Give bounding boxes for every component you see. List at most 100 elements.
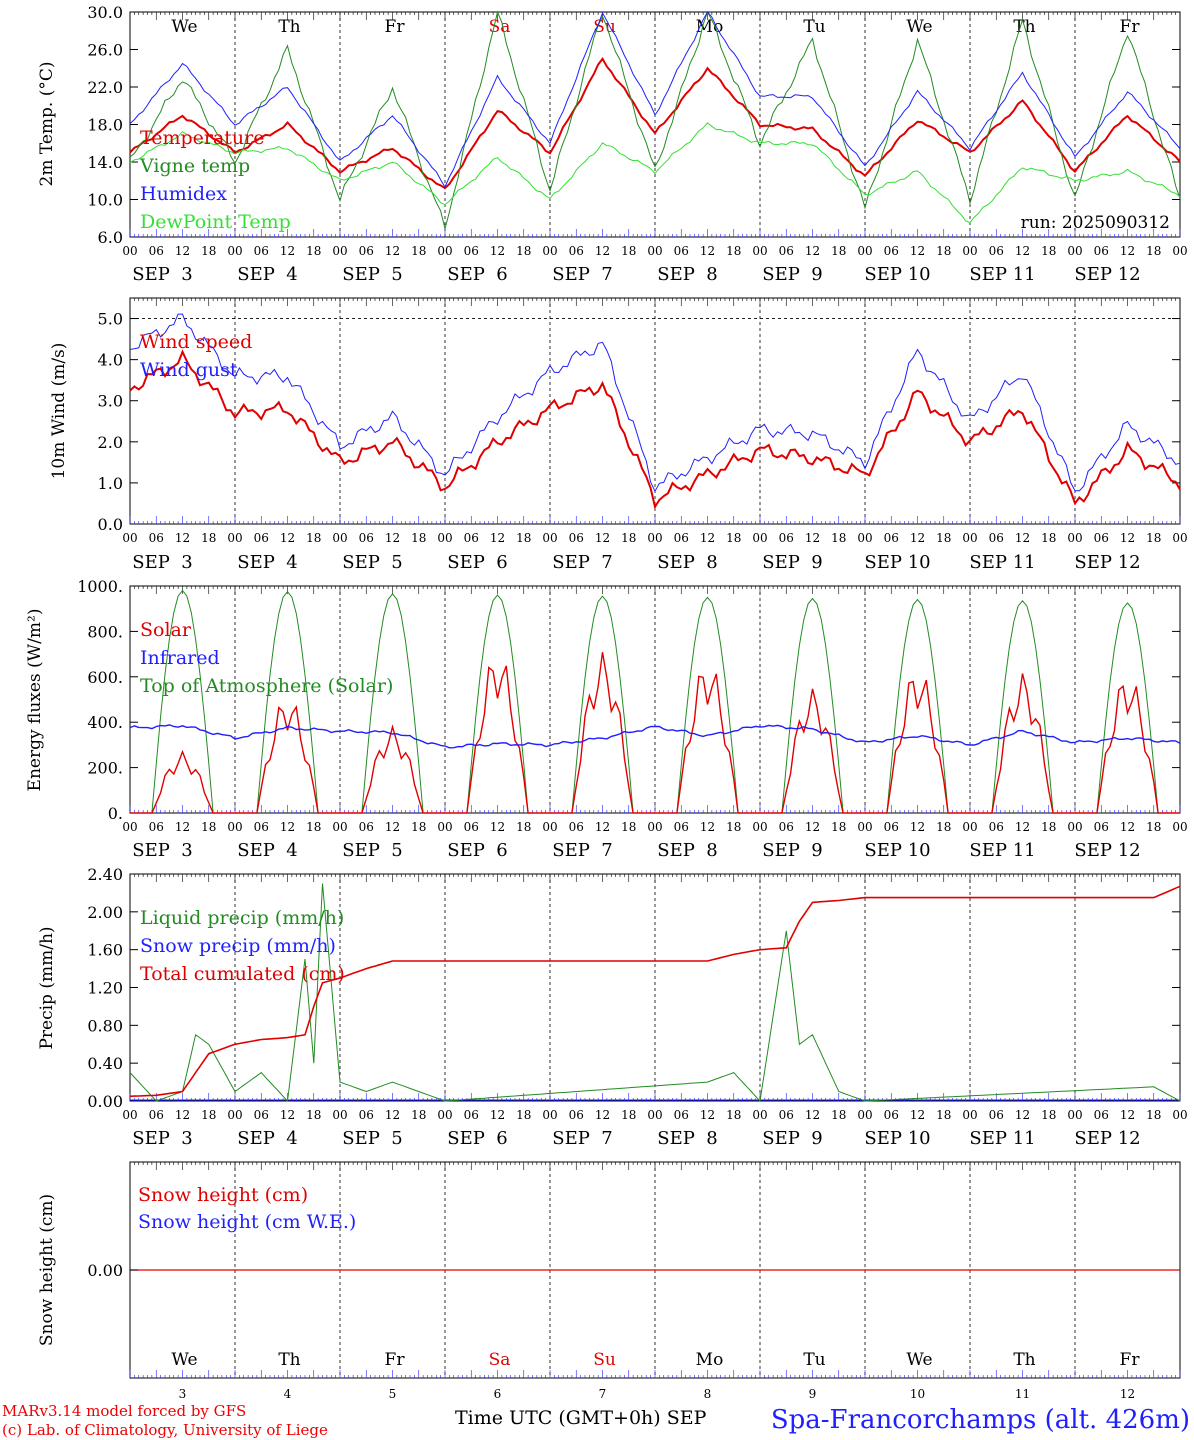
y-tick-label: 30.0	[87, 3, 123, 22]
hour-tick-label: 00	[1172, 531, 1187, 545]
date-label: SEP 7	[552, 552, 612, 573]
hour-tick-label: 06	[254, 820, 269, 834]
day-number-label: 9	[809, 1387, 817, 1401]
hour-tick-label: 00	[1067, 244, 1082, 258]
hour-tick-label: 18	[306, 820, 321, 834]
hour-tick-label: 12	[385, 531, 400, 545]
hour-tick-label: 06	[989, 244, 1004, 258]
hour-tick-label: 18	[726, 244, 741, 258]
hour-tick-label: 12	[1120, 531, 1135, 545]
hour-tick-label: 00	[752, 1108, 767, 1122]
x-axis-title: Time UTC (GMT+0h) SEP	[455, 1407, 707, 1429]
hour-tick-label: 06	[254, 531, 269, 545]
date-label: SEP 4	[237, 1128, 297, 1149]
y-tick-label: 2.00	[87, 903, 123, 922]
weekday-label: Tu	[803, 17, 825, 37]
weekday-label: Fr	[1120, 17, 1141, 37]
hour-tick-label: 12	[385, 1108, 400, 1122]
precip-legend: Liquid precip (mm/h) Snow precip (mm/h) …	[140, 907, 345, 985]
date-label: SEP 9	[762, 552, 822, 573]
credit-line-2: (c) Lab. of Climatology, University of L…	[2, 1421, 328, 1439]
hour-tick-label: 00	[752, 820, 767, 834]
hour-tick-label: 12	[490, 531, 505, 545]
hour-tick-label: 00	[1067, 1108, 1082, 1122]
date-label: SEP 11	[969, 264, 1035, 285]
date-label: SEP 11	[969, 552, 1035, 573]
hour-tick-label: 06	[569, 820, 584, 834]
hour-tick-label: 06	[779, 820, 794, 834]
hour-tick-label: 18	[516, 1108, 531, 1122]
energy-legend: Solar Infrared Top of Atmosphere (Solar)	[140, 619, 393, 697]
hour-tick-label: 06	[779, 531, 794, 545]
wind-legend: Wind speed Wind gust	[140, 331, 252, 381]
date-label: SEP 4	[237, 264, 297, 285]
snow-panel: Snow height (cm) 3 4 5 6 7 8 9 10 11 12 We Th Fr Sa S…	[37, 1161, 1181, 1401]
date-label: SEP 6	[447, 264, 507, 285]
date-label: SEP 11	[969, 1128, 1035, 1149]
humidex-line	[129, 11, 1181, 189]
hour-tick-label: 18	[831, 820, 846, 834]
hour-tick-label: 18	[726, 820, 741, 834]
date-label: SEP 5	[342, 552, 402, 573]
hour-tick-label: 12	[175, 244, 190, 258]
hour-tick-label: 00	[227, 1108, 242, 1122]
hour-tick-label: 00	[962, 531, 977, 545]
day-number-label: 3	[179, 1387, 187, 1401]
weekday-label: Fr	[1120, 1350, 1141, 1370]
wind-x-ticks: 00 06 12 18 00 06 12 18 00 06 12 18 00 06 12 18 00 06 12 18…	[122, 298, 1188, 573]
hour-tick-label: 18	[411, 1108, 426, 1122]
hour-tick-label: 00	[332, 531, 347, 545]
hour-tick-label: 00	[857, 1108, 872, 1122]
hour-tick-label: 12	[280, 244, 295, 258]
hour-tick-label: 12	[1015, 1108, 1030, 1122]
hour-tick-label: 00	[122, 531, 137, 545]
precip-x-ticks: 00 06 12 18 00 06 12 18 00 06 12 18 00 06 12 18 00 06 12 18…	[122, 874, 1188, 1149]
hour-tick-label: 12	[700, 1108, 715, 1122]
hour-tick-label: 00	[227, 244, 242, 258]
date-label: SEP 11	[969, 840, 1035, 861]
energy-panel: Energy fluxes (W/m²) 0. 200. 400. 600. 800. 1…	[25, 577, 1188, 861]
date-label: SEP 8	[657, 264, 717, 285]
legend-total-cumulated: Total cumulated (cm)	[140, 963, 345, 985]
hour-tick-label: 12	[595, 820, 610, 834]
y-tick-label: 600.	[87, 668, 123, 687]
hour-tick-label: 00	[962, 1108, 977, 1122]
hour-tick-label: 18	[516, 531, 531, 545]
hour-tick-label: 12	[595, 531, 610, 545]
hour-tick-label: 12	[1015, 244, 1030, 258]
hour-tick-label: 18	[1041, 244, 1056, 258]
hour-tick-label: 18	[831, 244, 846, 258]
hour-tick-label: 12	[910, 531, 925, 545]
hour-tick-label: 12	[1120, 1108, 1135, 1122]
hour-tick-label: 00	[227, 820, 242, 834]
hour-tick-label: 12	[175, 531, 190, 545]
hour-tick-label: 06	[884, 820, 899, 834]
hour-tick-label: 00	[122, 1108, 137, 1122]
hour-tick-label: 06	[569, 531, 584, 545]
hour-tick-label: 06	[464, 820, 479, 834]
hour-tick-label: 12	[1015, 820, 1030, 834]
date-label: SEP 3	[132, 840, 192, 861]
hour-tick-label: 12	[385, 820, 400, 834]
weekday-label: Th	[1013, 1350, 1035, 1370]
date-label: SEP 12	[1074, 840, 1140, 861]
day-number-label: 12	[1120, 1387, 1135, 1401]
y-tick-label: 0.0	[98, 515, 123, 534]
hour-tick-label: 12	[1120, 820, 1135, 834]
hour-tick-label: 12	[175, 820, 190, 834]
hour-tick-label: 18	[1146, 820, 1161, 834]
hour-tick-label: 06	[149, 244, 164, 258]
hour-tick-label: 00	[647, 820, 662, 834]
wind-panel: 10m Wind (m/s) 0.0 1.0 2.0 3.0 4.0 5.0 00 06 12…	[49, 297, 1188, 573]
hour-tick-label: 18	[201, 531, 216, 545]
hour-tick-label: 18	[1041, 531, 1056, 545]
snow-y-ticks: 0.00	[87, 1261, 138, 1280]
date-label: SEP 10	[864, 264, 930, 285]
legend-infrared: Infrared	[140, 647, 220, 669]
y-tick-label: 5.0	[98, 310, 123, 329]
weekday-label: Tu	[803, 1350, 825, 1370]
hour-tick-label: 18	[936, 531, 951, 545]
temperature-y-axis-label: 2m Temp. (°C)	[37, 61, 57, 186]
hour-tick-label: 18	[1041, 1108, 1056, 1122]
hour-tick-label: 12	[805, 531, 820, 545]
